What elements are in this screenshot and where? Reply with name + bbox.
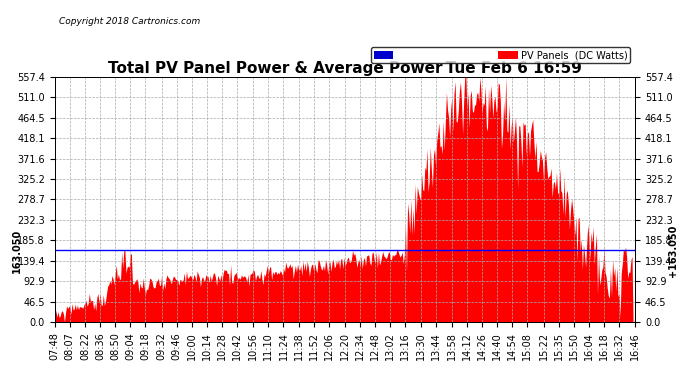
Text: 163.050: 163.050 [12,228,22,273]
Title: Total PV Panel Power & Average Power Tue Feb 6 16:59: Total PV Panel Power & Average Power Tue… [108,61,582,76]
Text: +163.050: +163.050 [668,224,678,277]
Text: Copyright 2018 Cartronics.com: Copyright 2018 Cartronics.com [59,17,200,26]
Legend: Average  (DC Watts), PV Panels  (DC Watts): Average (DC Watts), PV Panels (DC Watts) [371,47,631,63]
